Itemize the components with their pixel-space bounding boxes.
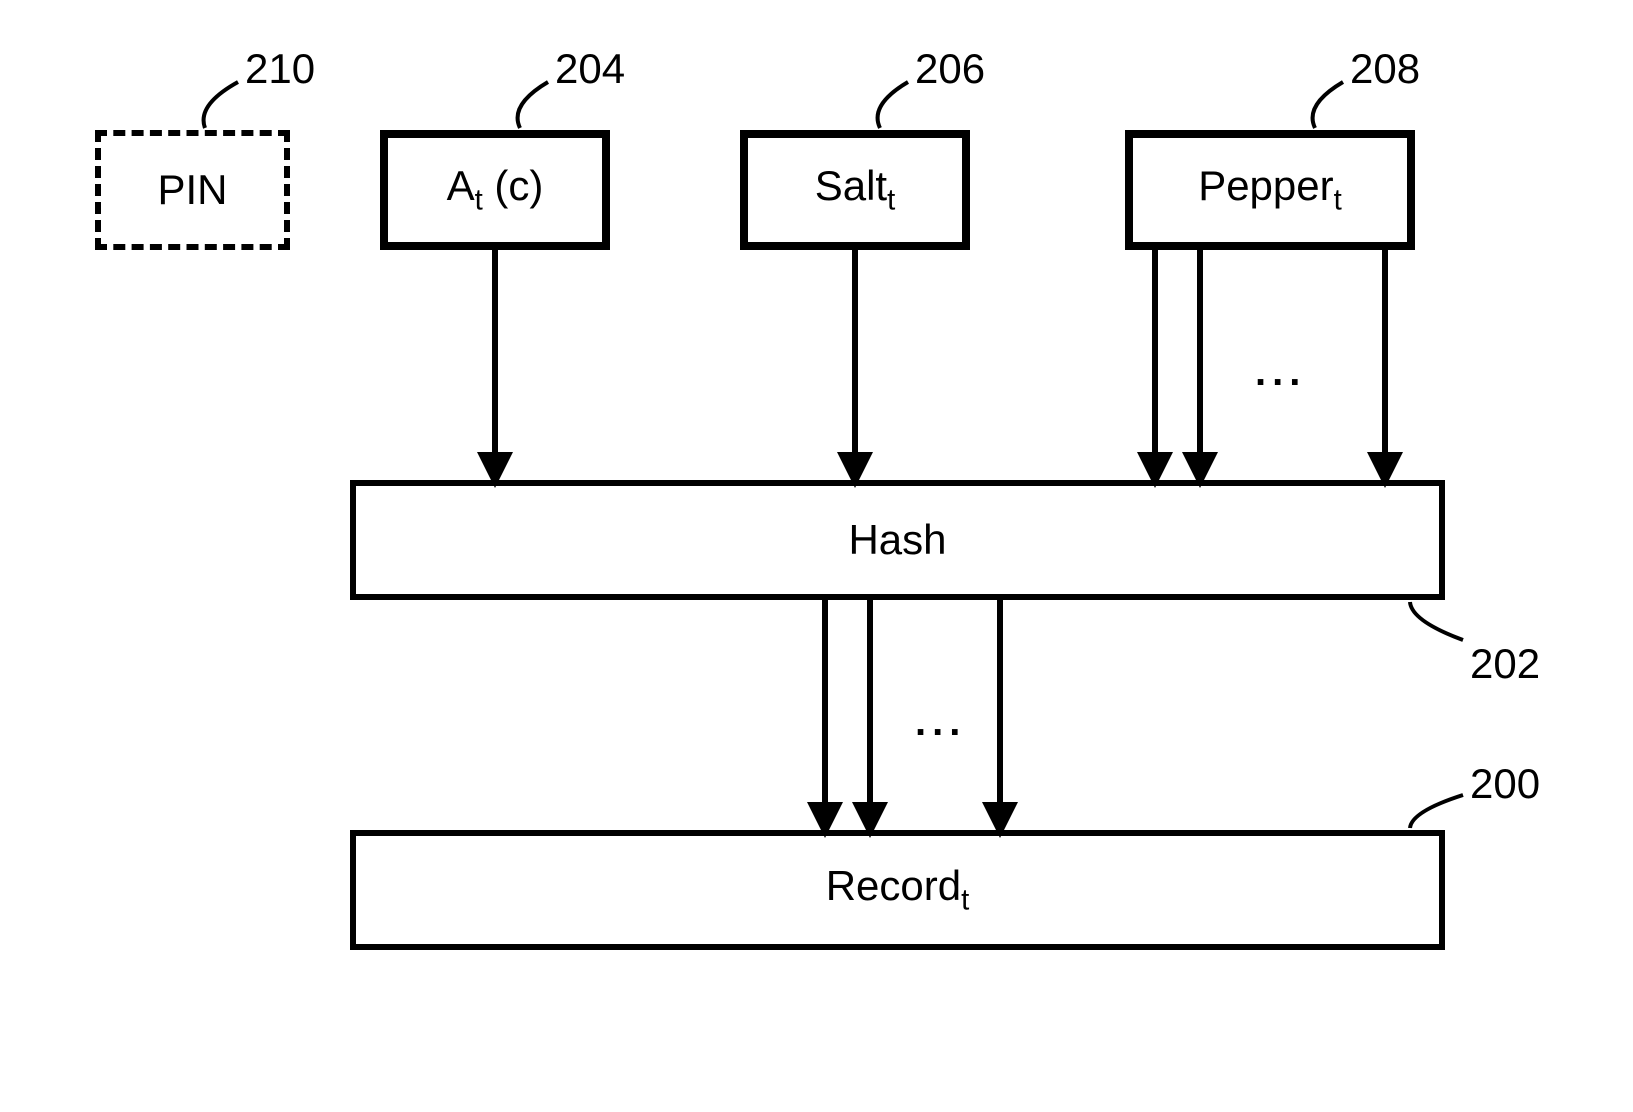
node-salt: Saltt bbox=[740, 130, 970, 250]
ref-salt: 206 bbox=[915, 45, 985, 93]
ellipsis-0: ... bbox=[1255, 350, 1306, 395]
ref-atc: 204 bbox=[555, 45, 625, 93]
node-salt-label: Saltt bbox=[815, 162, 896, 217]
node-pepper-label: Peppert bbox=[1198, 162, 1342, 217]
node-pepper: Peppert bbox=[1125, 130, 1415, 250]
leader-atc bbox=[518, 82, 548, 128]
ref-pepper: 208 bbox=[1350, 45, 1420, 93]
leader-pepper bbox=[1313, 82, 1343, 128]
diagram-canvas: PIN 210 At (c) 204 Saltt 206 Peppert 208… bbox=[0, 0, 1633, 1112]
leader-record bbox=[1410, 795, 1463, 828]
ellipsis-1: ... bbox=[915, 700, 966, 745]
node-record-label: Recordt bbox=[826, 862, 970, 917]
node-pin: PIN bbox=[95, 130, 290, 250]
ref-hash: 202 bbox=[1470, 640, 1540, 688]
ref-pin: 210 bbox=[245, 45, 315, 93]
node-record: Recordt bbox=[350, 830, 1445, 950]
node-atc-label: At (c) bbox=[447, 162, 544, 217]
node-hash: Hash bbox=[350, 480, 1445, 600]
node-hash-label: Hash bbox=[848, 516, 946, 564]
leader-hash bbox=[1410, 602, 1463, 640]
node-atc: At (c) bbox=[380, 130, 610, 250]
node-pin-label: PIN bbox=[157, 166, 227, 214]
ref-record: 200 bbox=[1470, 760, 1540, 808]
leader-pin bbox=[204, 82, 238, 128]
leader-salt bbox=[878, 82, 908, 128]
